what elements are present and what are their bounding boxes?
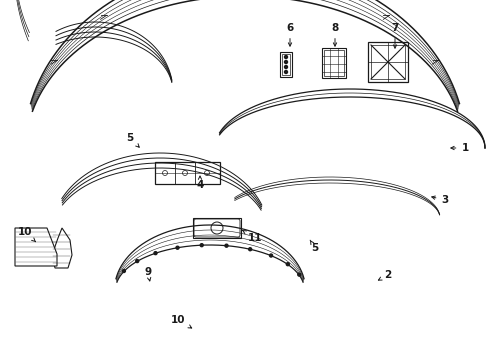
- Polygon shape: [52, 228, 72, 268]
- Text: 11: 11: [242, 230, 262, 243]
- Circle shape: [224, 244, 227, 247]
- Circle shape: [284, 66, 287, 68]
- Circle shape: [286, 263, 289, 266]
- Circle shape: [154, 252, 157, 255]
- Bar: [193, 218, 241, 238]
- Text: 3: 3: [431, 195, 447, 205]
- Text: 2: 2: [378, 270, 391, 280]
- Polygon shape: [15, 228, 57, 266]
- Circle shape: [182, 171, 187, 176]
- Circle shape: [204, 171, 209, 176]
- Circle shape: [269, 254, 272, 257]
- Circle shape: [176, 246, 179, 249]
- Circle shape: [162, 171, 167, 176]
- FancyBboxPatch shape: [194, 219, 240, 237]
- Bar: [282, 54, 289, 75]
- Bar: [280, 52, 291, 77]
- Text: 4: 4: [196, 176, 203, 190]
- Text: 7: 7: [390, 23, 398, 48]
- Text: 9: 9: [144, 267, 151, 281]
- Bar: [370, 45, 404, 79]
- Text: 1: 1: [450, 143, 468, 153]
- Bar: [367, 42, 407, 82]
- Circle shape: [248, 248, 251, 251]
- Circle shape: [210, 222, 223, 234]
- Text: 10: 10: [170, 315, 191, 328]
- Circle shape: [122, 270, 125, 273]
- Circle shape: [200, 244, 203, 247]
- Bar: [324, 50, 343, 76]
- Circle shape: [297, 273, 300, 276]
- Circle shape: [284, 55, 287, 59]
- Circle shape: [136, 260, 139, 262]
- Bar: [155, 162, 220, 184]
- Text: 5: 5: [126, 133, 139, 147]
- Text: 8: 8: [331, 23, 338, 46]
- Text: 10: 10: [18, 227, 36, 242]
- Circle shape: [284, 71, 287, 73]
- Text: 6: 6: [286, 23, 293, 46]
- Circle shape: [284, 60, 287, 63]
- Bar: [321, 48, 346, 78]
- Text: 5: 5: [309, 240, 318, 253]
